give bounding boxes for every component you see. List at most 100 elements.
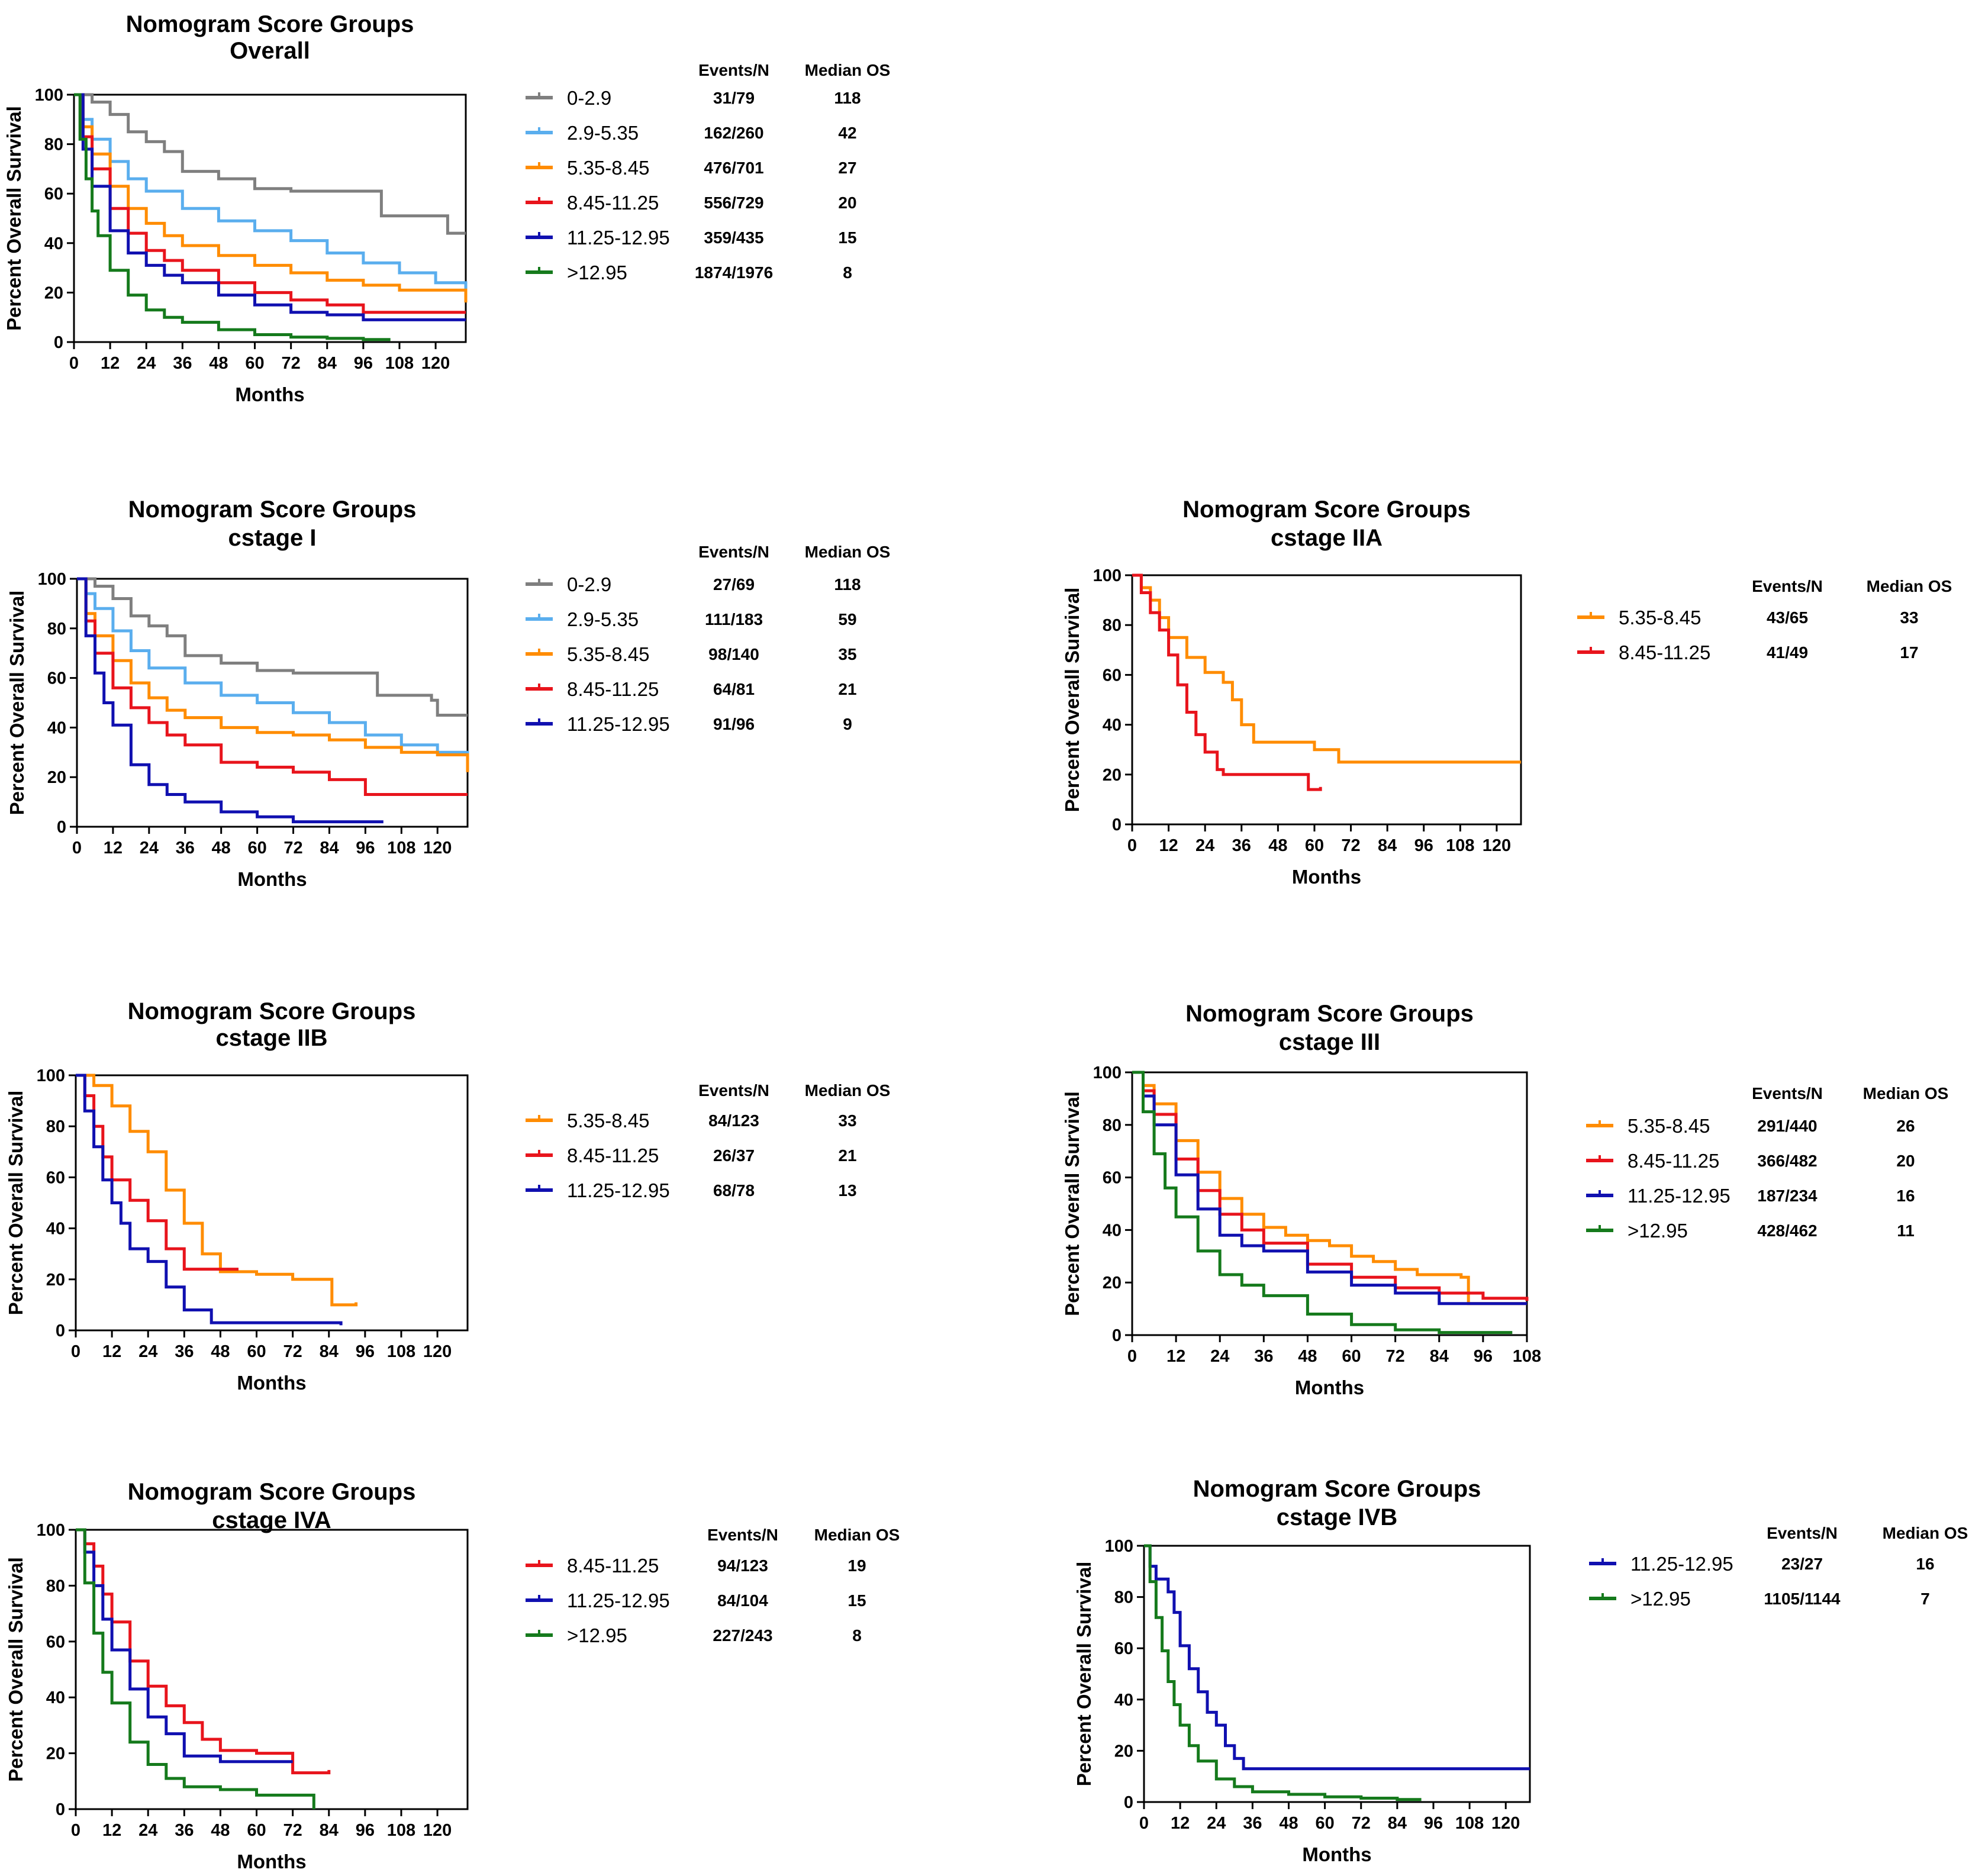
x-axis-label: Months — [1302, 1843, 1371, 1865]
legend-item: 2.9-5.35 111/183 59 — [526, 608, 857, 630]
legend-events-n: 91/96 — [713, 715, 755, 733]
legend-median-os: 7 — [1920, 1590, 1930, 1608]
y-tick-label: 40 — [1114, 1691, 1133, 1710]
legend-median-os: 118 — [834, 89, 861, 107]
x-tick-label: 60 — [1305, 836, 1324, 855]
x-tick-label: 108 — [387, 1821, 415, 1840]
legend-label: 11.25-12.95 — [567, 1179, 670, 1201]
x-axis-label: Months — [235, 383, 304, 405]
y-tick-label: 80 — [46, 1577, 65, 1595]
legend-label: 11.25-12.95 — [567, 227, 670, 249]
legend-events-n: 1874/1976 — [695, 263, 773, 282]
legend-label: 8.45-11.25 — [567, 192, 659, 214]
y-tick-label: 20 — [1103, 1274, 1122, 1292]
plot-frame — [1131, 1071, 1528, 1336]
y-tick-label: 60 — [47, 669, 66, 688]
legend-item: >12.95 1874/1976 8 — [526, 262, 852, 283]
series-line-11_2512_95 — [77, 577, 384, 824]
y-tick-label: 40 — [1103, 716, 1122, 735]
x-tick-label: 12 — [102, 1821, 121, 1840]
legend-item: 5.35-8.45 291/440 26 — [1586, 1115, 1915, 1137]
y-tick-label: 0 — [56, 1800, 65, 1819]
x-tick-label: 96 — [1474, 1347, 1493, 1366]
legend-median-os: 15 — [838, 228, 856, 247]
x-tick-label: 72 — [283, 839, 302, 858]
y-tick-label: 40 — [47, 718, 66, 737]
chart-title-line-1: Nomogram Score Groups — [128, 497, 417, 523]
series-line-12_95 — [1144, 1544, 1422, 1801]
chart-title-line-2: cstage III — [1279, 1029, 1380, 1055]
legend-events-n: 41/49 — [1767, 643, 1808, 662]
y-tick-label: 20 — [46, 1745, 65, 1764]
y-tick-label: 60 — [46, 1168, 65, 1187]
series-line-5_358_45 — [1132, 1071, 1527, 1306]
legend-median-os: 33 — [838, 1111, 856, 1130]
legend-header-events: Events/N — [698, 1081, 769, 1100]
x-tick-label: 96 — [1414, 836, 1433, 855]
y-tick-label: 40 — [1103, 1221, 1122, 1240]
legend-item: 0-2.9 31/79 118 — [526, 87, 861, 109]
x-tick-label: 12 — [101, 354, 120, 373]
x-tick-label: 120 — [1483, 836, 1511, 855]
legend-label: 5.35-8.45 — [1619, 607, 1701, 628]
legend-median-os: 42 — [838, 124, 856, 142]
legend-item: 5.35-8.45 84/123 33 — [526, 1110, 857, 1132]
legend-median-os: 19 — [847, 1556, 866, 1575]
x-tick-label: 108 — [385, 354, 414, 373]
series-line-11_2512_95 — [1132, 1071, 1527, 1306]
legend-events-n: 291/440 — [1757, 1117, 1817, 1135]
series-line-5_358_45 — [76, 1074, 358, 1307]
x-tick-label: 96 — [356, 839, 375, 858]
legend-item: 8.45-11.25 41/49 17 — [1577, 642, 1919, 663]
legend-header-events: Events/N — [707, 1526, 778, 1544]
x-tick-label: 108 — [1446, 836, 1474, 855]
plot-frame — [76, 578, 469, 828]
x-tick-label: 48 — [1298, 1347, 1317, 1366]
legend-events-n: 23/27 — [1781, 1555, 1823, 1573]
legend-header-events: Events/N — [698, 61, 769, 79]
x-tick-label: 84 — [320, 1821, 339, 1840]
legend-label: 11.25-12.95 — [1630, 1553, 1733, 1575]
y-tick-label: 20 — [46, 1271, 65, 1290]
y-tick-label: 20 — [1114, 1742, 1133, 1761]
legend-events-n: 84/104 — [717, 1591, 768, 1610]
legend-events-n: 366/482 — [1757, 1152, 1817, 1170]
x-tick-label: 0 — [72, 839, 82, 858]
y-tick-label: 80 — [47, 620, 66, 639]
x-tick-label: 96 — [354, 354, 373, 373]
series-line-5_358_45 — [1132, 573, 1521, 764]
legend-median-os: 13 — [838, 1181, 856, 1200]
x-axis-label: Months — [1295, 1377, 1364, 1398]
series-line-11_2512_95 — [76, 1528, 293, 1764]
legend-events-n: 227/243 — [713, 1626, 772, 1645]
series-line-8_4511_25 — [1132, 573, 1322, 791]
x-tick-label: 36 — [175, 1821, 194, 1840]
legend-events-n: 428/462 — [1757, 1221, 1817, 1240]
y-tick-label: 60 — [1103, 666, 1122, 685]
series-line-02_9 — [77, 577, 468, 717]
y-axis-label: Percent Overall Survival — [1061, 588, 1083, 813]
legend-header-median: Median OS — [1863, 1084, 1949, 1103]
legend-item: 11.25-12.95 68/78 13 — [526, 1179, 857, 1201]
series-line-8_4511_25 — [74, 93, 466, 314]
legend-item: 5.35-8.45 43/65 33 — [1577, 607, 1919, 628]
legend-median-os: 16 — [1896, 1187, 1915, 1205]
x-tick-label: 0 — [71, 1342, 80, 1361]
x-tick-label: 0 — [1127, 836, 1137, 855]
chart-title-line-1: Nomogram Score Groups — [128, 1479, 416, 1505]
legend-median-os: 20 — [1896, 1152, 1915, 1170]
legend-events-n: 64/81 — [713, 680, 755, 698]
x-tick-label: 0 — [1139, 1814, 1149, 1833]
legend-header-events: Events/N — [1767, 1524, 1838, 1542]
legend-item: 8.45-11.25 366/482 20 — [1586, 1150, 1915, 1172]
legend-label: >12.95 — [1630, 1588, 1691, 1610]
series-line-5_358_45 — [74, 93, 468, 303]
x-tick-label: 36 — [176, 839, 195, 858]
x-tick-label: 120 — [423, 1821, 452, 1840]
series-line-11_2512_95 — [76, 1074, 343, 1326]
x-tick-label: 96 — [356, 1821, 375, 1840]
legend-median-os: 9 — [843, 715, 852, 733]
x-tick-label: 96 — [356, 1342, 375, 1361]
